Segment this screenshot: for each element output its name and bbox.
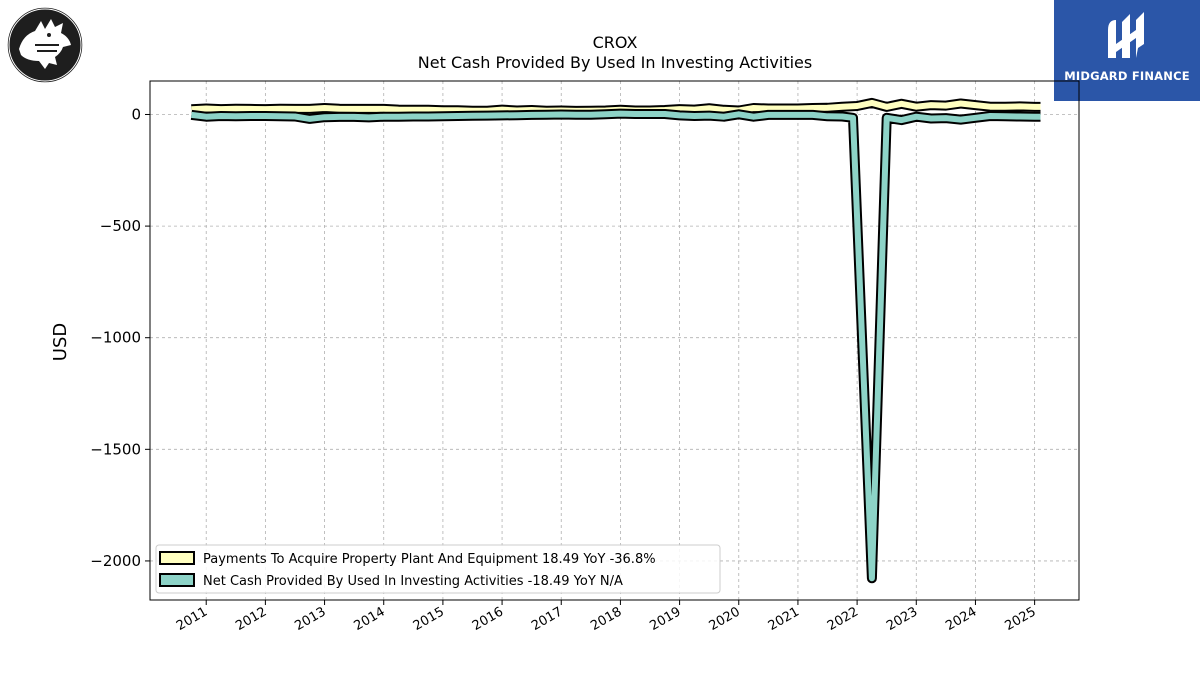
x-tick-label: 2016 [470,604,506,634]
x-tick-label: 2020 [707,604,743,634]
series-outline-investing-cash [190,108,1041,584]
midgard-finance-logo: MIDGARD FINANCE [1054,0,1200,101]
brand-name: MIDGARD FINANCE [1064,69,1190,83]
x-tick-label: 2024 [943,604,979,634]
legend-swatch-capex [159,551,195,565]
y-axis-label: USD [50,323,71,361]
x-tick-label: 2022 [825,604,861,634]
x-tick-label: 2019 [647,604,683,634]
series-layer [190,97,1041,584]
y-tick-label: −500 [100,217,141,235]
crocodile-icon [6,6,84,84]
x-tick-label: 2013 [292,604,328,634]
series-line-investing-cash [191,110,1041,582]
legend-swatch-investing [159,573,195,587]
chart-subtitle: Net Cash Provided By Used In Investing A… [418,53,812,72]
x-tick-label: 2021 [766,604,802,634]
x-tick-label: 2025 [1002,604,1038,634]
legend-label-investing: Net Cash Provided By Used In Investing A… [203,574,623,589]
x-tick-label: 2015 [411,604,447,634]
x-tick-label: 2023 [884,604,920,634]
legend: Payments To Acquire Property Plant And E… [155,544,721,594]
midgard-m-icon [1108,12,1144,58]
y-tick-label: −2000 [90,552,141,570]
x-tick-label: 2011 [174,604,210,634]
y-tick-label: −1500 [90,440,141,458]
grid [150,81,1079,600]
x-tick-label: 2014 [352,604,388,634]
chart-title: CROX [593,33,638,52]
y-tick-label: −1000 [90,329,141,347]
legend-label-capex: Payments To Acquire Property Plant And E… [203,552,656,567]
x-tick-label: 2018 [588,604,624,634]
x-tick-label: 2012 [233,604,269,634]
legend-box [155,544,721,594]
plot-frame [149,80,1080,601]
crocodile-logo [5,5,85,85]
x-tick-label: 2017 [529,604,565,634]
y-tick-label: 0 [131,105,141,123]
